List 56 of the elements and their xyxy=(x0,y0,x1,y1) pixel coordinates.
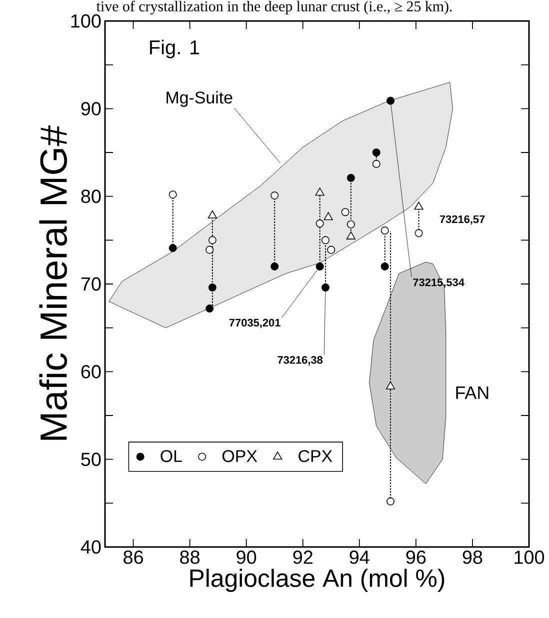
y-tick-label: 70 xyxy=(81,277,101,291)
point xyxy=(321,284,330,292)
annotation: Fig. 1 xyxy=(150,40,200,58)
y-tick-label: 40 xyxy=(80,540,101,554)
legend-label: CPX xyxy=(298,450,332,462)
point xyxy=(386,96,394,105)
point xyxy=(346,220,355,228)
y-tick-label: 100 xyxy=(71,14,101,28)
y-tick-label: 50 xyxy=(81,452,101,466)
annotation: 77035,201 xyxy=(229,318,280,328)
annotation: FAN xyxy=(456,386,488,399)
point xyxy=(414,202,424,210)
point xyxy=(316,220,324,228)
point xyxy=(321,236,330,244)
x-tick-label: 94 xyxy=(350,550,370,564)
annotation: 73215,534 xyxy=(413,278,464,288)
point xyxy=(208,236,216,244)
x-tick-label: 90 xyxy=(236,550,256,564)
text: tive of crystallization in the deep lunar crust (i.e., ≥ 25 km). xyxy=(96,0,452,14)
y-tick-label: 90 xyxy=(81,102,101,116)
point xyxy=(270,191,279,200)
x-tick-label: 96 xyxy=(406,550,426,564)
x-tick-label: 92 xyxy=(293,550,312,564)
point xyxy=(206,304,214,313)
y-axis-title: Mafic Mineral MG# xyxy=(39,125,68,440)
point xyxy=(315,188,324,196)
point xyxy=(327,246,336,254)
point xyxy=(206,246,214,254)
point xyxy=(208,210,217,218)
point xyxy=(380,226,389,235)
point xyxy=(380,262,389,270)
annotation: 73216,38 xyxy=(278,356,323,366)
x-tick-label: 98 xyxy=(462,550,482,564)
point xyxy=(168,190,177,199)
x-tick-label: 86 xyxy=(124,550,143,564)
legend-label: OPX xyxy=(222,450,258,462)
point xyxy=(341,208,350,216)
legend-label: OL xyxy=(160,450,182,462)
point xyxy=(386,381,396,390)
x-tick-label: 100 xyxy=(514,550,544,564)
point xyxy=(372,148,380,156)
point xyxy=(270,262,279,270)
y-tick-label: 80 xyxy=(81,190,101,204)
point xyxy=(324,212,333,220)
point xyxy=(346,231,356,240)
point xyxy=(346,174,355,182)
point xyxy=(372,160,380,168)
x-axis-title: Plagioclase An (mol %) xyxy=(190,568,444,592)
annotation: Mg-Suite xyxy=(166,91,232,107)
point xyxy=(168,244,177,252)
annotation: 73216,57 xyxy=(440,215,485,225)
x-tick-label: 88 xyxy=(180,550,200,564)
point xyxy=(414,229,423,238)
point xyxy=(208,284,216,292)
point xyxy=(316,262,324,270)
y-tick-label: 60 xyxy=(81,364,101,378)
